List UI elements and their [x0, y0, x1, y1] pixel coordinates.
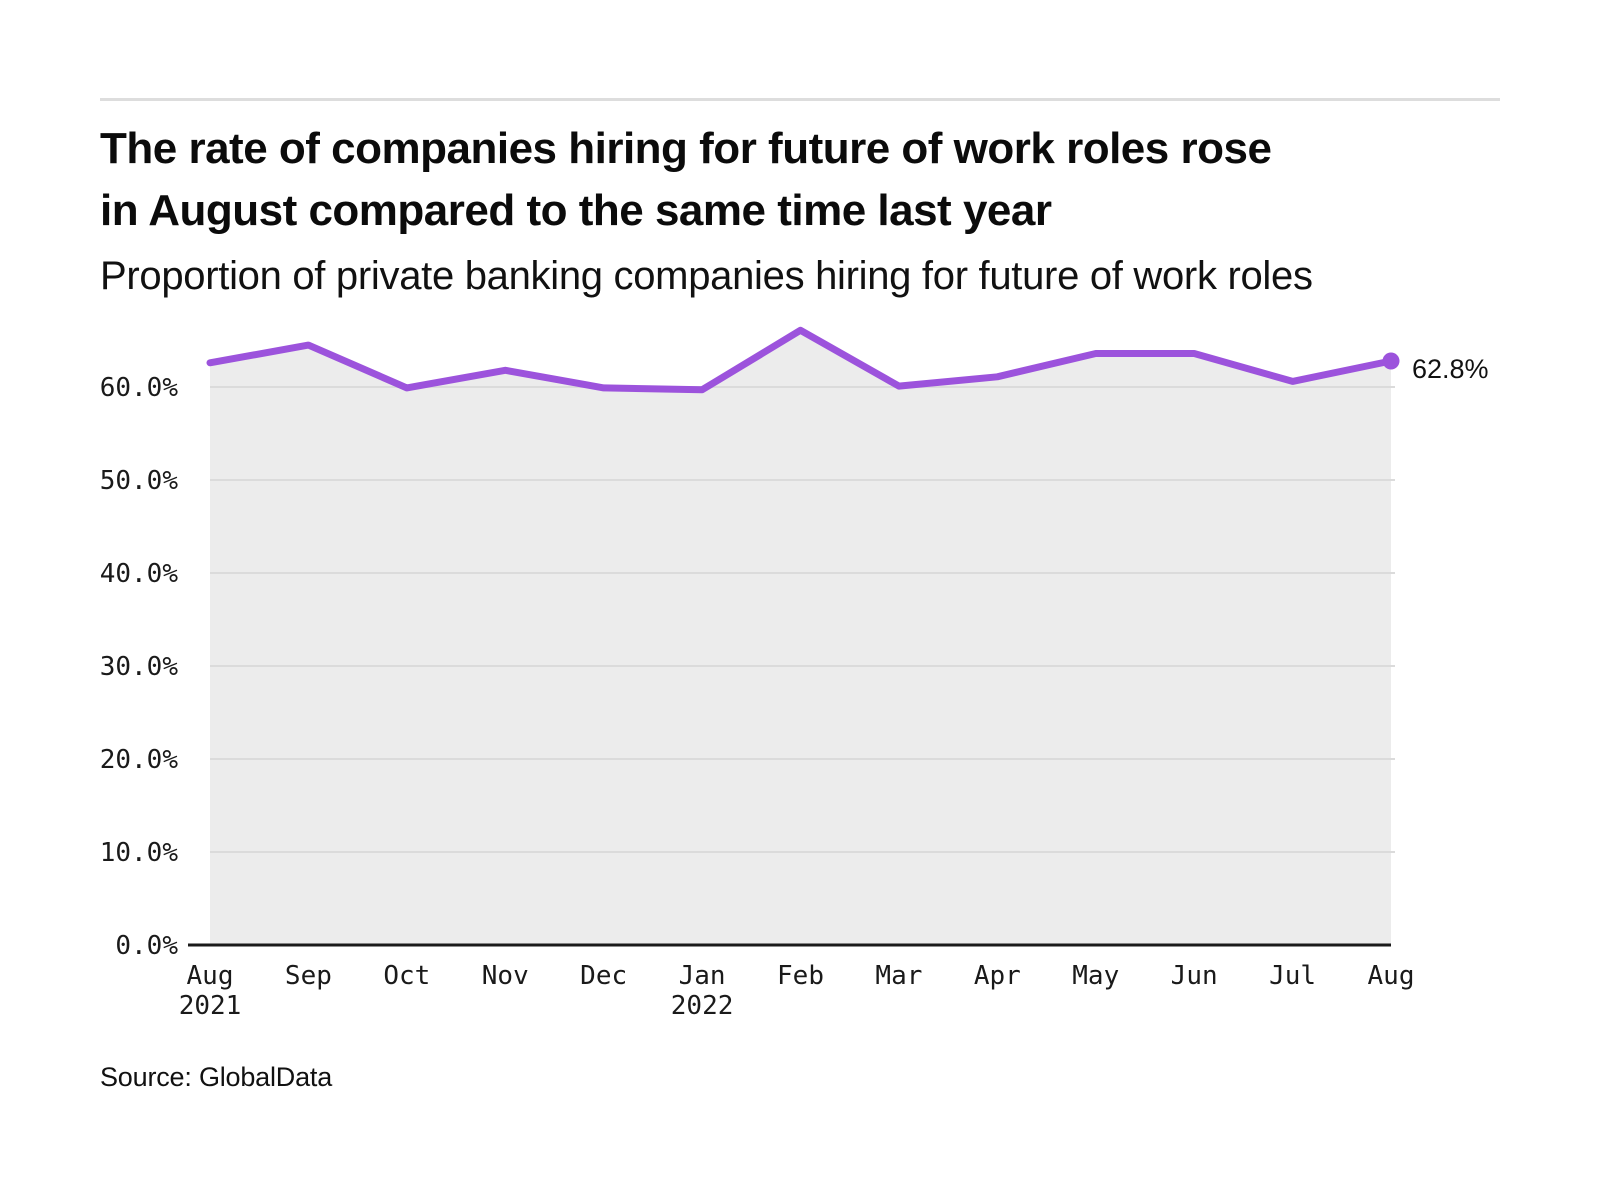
y-tick-label: 50.0% [100, 466, 179, 496]
x-tick-label: Mar [875, 961, 922, 991]
x-tick-label: Oct [383, 961, 430, 991]
series-line [206, 326, 1395, 394]
end-value-label: 62.8% [1412, 354, 1489, 384]
end-point-dot [1382, 352, 1400, 370]
page-title-line1: The rate of companies hiring for future … [100, 124, 1272, 173]
y-tick-label: 30.0% [100, 652, 179, 682]
x-tick-label: Sep [285, 961, 332, 991]
y-tick-label: 40.0% [100, 559, 179, 589]
y-tick-label: 10.0% [100, 838, 179, 868]
x-tick-year-label: 2022 [671, 991, 734, 1021]
y-tick-label: 60.0% [100, 373, 179, 403]
series-area [210, 330, 1391, 945]
source-note: Source: GlobalData [100, 1062, 333, 1092]
top-divider [100, 98, 1500, 101]
y-tick-label: 20.0% [100, 745, 179, 775]
x-tick-year-label: 2021 [179, 991, 242, 1021]
page-title-line2: in August compared to the same time last… [100, 186, 1052, 235]
page-title: The rate of companies hiring for future … [100, 118, 1470, 242]
x-tick-label: Apr [974, 961, 1021, 991]
x-tick-label: Jun [1171, 961, 1218, 991]
x-tick-label: Feb [777, 961, 824, 991]
x-tick-label: Jan [679, 961, 726, 991]
x-tick-label: May [1072, 961, 1119, 991]
x-tick-label: Dec [580, 961, 627, 991]
x-tick-label: Aug [1368, 961, 1415, 991]
y-tick-label: 0.0% [115, 931, 178, 961]
x-tick-label: Jul [1269, 961, 1316, 991]
x-tick-label: Aug [187, 961, 234, 991]
chart-subtitle: Proportion of private banking companies … [100, 254, 1313, 298]
x-tick-label: Nov [482, 961, 529, 991]
